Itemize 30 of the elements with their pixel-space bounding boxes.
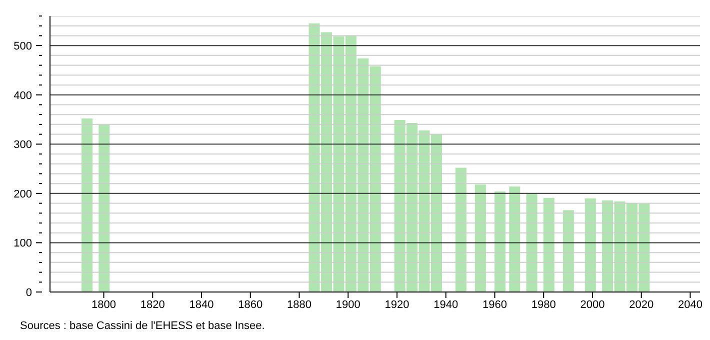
bar [562,210,574,292]
x-tick-label: 2020 [629,298,654,311]
x-tick-label: 1880 [287,298,312,311]
y-tick-label: 500 [14,40,32,53]
bar [82,118,93,292]
x-tick-label: 2000 [580,298,605,311]
bar [494,191,506,292]
x-tick-label: 1860 [238,298,263,311]
bar [584,198,596,292]
x-tick-label: 1800 [92,298,116,311]
bar [474,184,486,292]
x-tick-label: 1920 [384,298,410,311]
y-tick-label: 400 [14,90,32,102]
x-tick-label: 1900 [336,298,360,311]
bar [543,198,554,292]
x-tick-label: 1840 [189,298,214,311]
x-tick-label: 1960 [482,298,507,311]
y-tick-label: 100 [14,238,32,250]
bar [455,168,466,292]
y-tick-label: 300 [14,139,32,152]
bar [98,124,110,292]
x-tick-label: 1820 [140,298,165,311]
source-note: Sources : base Cassini de l'EHESS et base Insee. [20,320,266,332]
y-tick-label: 0 [26,287,32,299]
x-tick-label: 1940 [434,298,458,311]
x-tick-label: 1980 [531,298,556,311]
bar [509,186,520,292]
y-tick-label: 200 [14,188,32,200]
bar [526,194,538,292]
x-tick-label: 2040 [678,298,702,311]
